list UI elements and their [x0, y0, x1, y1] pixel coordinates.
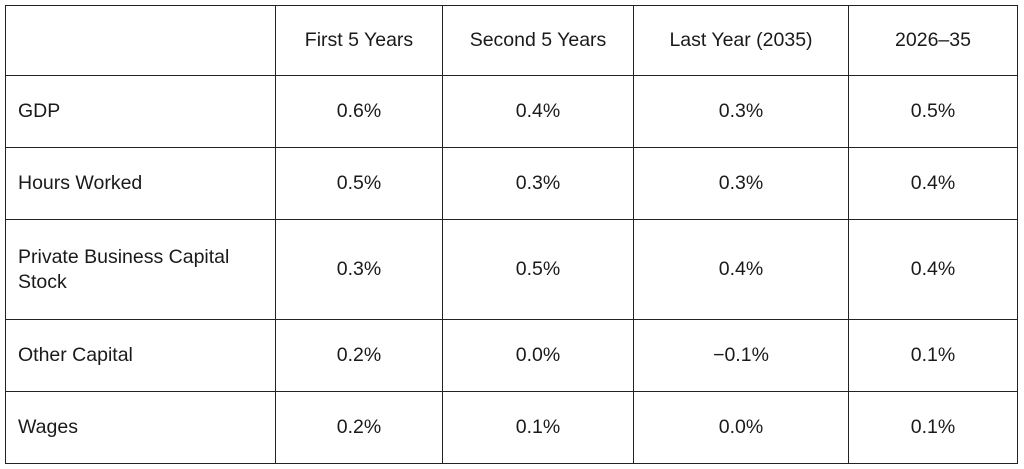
table-cell: 0.5% [275, 147, 443, 220]
row-label: Private Business Capital Stock [5, 219, 276, 320]
table-cell: 0.4% [442, 75, 634, 148]
table-cell: 0.4% [848, 147, 1018, 220]
table-row-wages: Wages 0.2% 0.1% 0.0% 0.1% [5, 391, 1018, 464]
row-label: Wages [5, 391, 276, 464]
table-row-private-business-capital-stock: Private Business Capital Stock 0.3% 0.5%… [5, 219, 1018, 320]
table-row-gdp: GDP 0.6% 0.4% 0.3% 0.5% [5, 75, 1018, 148]
table-cell: 0.4% [848, 219, 1018, 320]
table-row-other-capital: Other Capital 0.2% 0.0% −0.1% 0.1% [5, 319, 1018, 392]
table-cell: 0.1% [442, 391, 634, 464]
corner-cell [5, 5, 276, 76]
table-cell: 0.2% [275, 319, 443, 392]
table-row-hours-worked: Hours Worked 0.5% 0.3% 0.3% 0.4% [5, 147, 1018, 220]
table-cell: 0.3% [275, 219, 443, 320]
row-label: GDP [5, 75, 276, 148]
table-cell: −0.1% [633, 319, 849, 392]
table-cell: 0.4% [633, 219, 849, 320]
row-label: Hours Worked [5, 147, 276, 220]
table-header-row: First 5 Years Second 5 Years Last Year (… [5, 5, 1018, 76]
column-header-second-5-years: Second 5 Years [442, 5, 634, 76]
column-header-2026-35: 2026–35 [848, 5, 1018, 76]
table-cell: 0.0% [442, 319, 634, 392]
table-cell: 0.3% [633, 75, 849, 148]
table-cell: 0.2% [275, 391, 443, 464]
column-header-last-year: Last Year (2035) [633, 5, 849, 76]
table-cell: 0.3% [633, 147, 849, 220]
table-cell: 0.5% [442, 219, 634, 320]
table-cell: 0.1% [848, 391, 1018, 464]
table-cell: 0.3% [442, 147, 634, 220]
data-table: First 5 Years Second 5 Years Last Year (… [5, 5, 1018, 464]
row-label: Other Capital [5, 319, 276, 392]
table-cell: 0.1% [848, 319, 1018, 392]
table-cell: 0.0% [633, 391, 849, 464]
table-cell: 0.5% [848, 75, 1018, 148]
column-header-first-5-years: First 5 Years [275, 5, 443, 76]
table-cell: 0.6% [275, 75, 443, 148]
